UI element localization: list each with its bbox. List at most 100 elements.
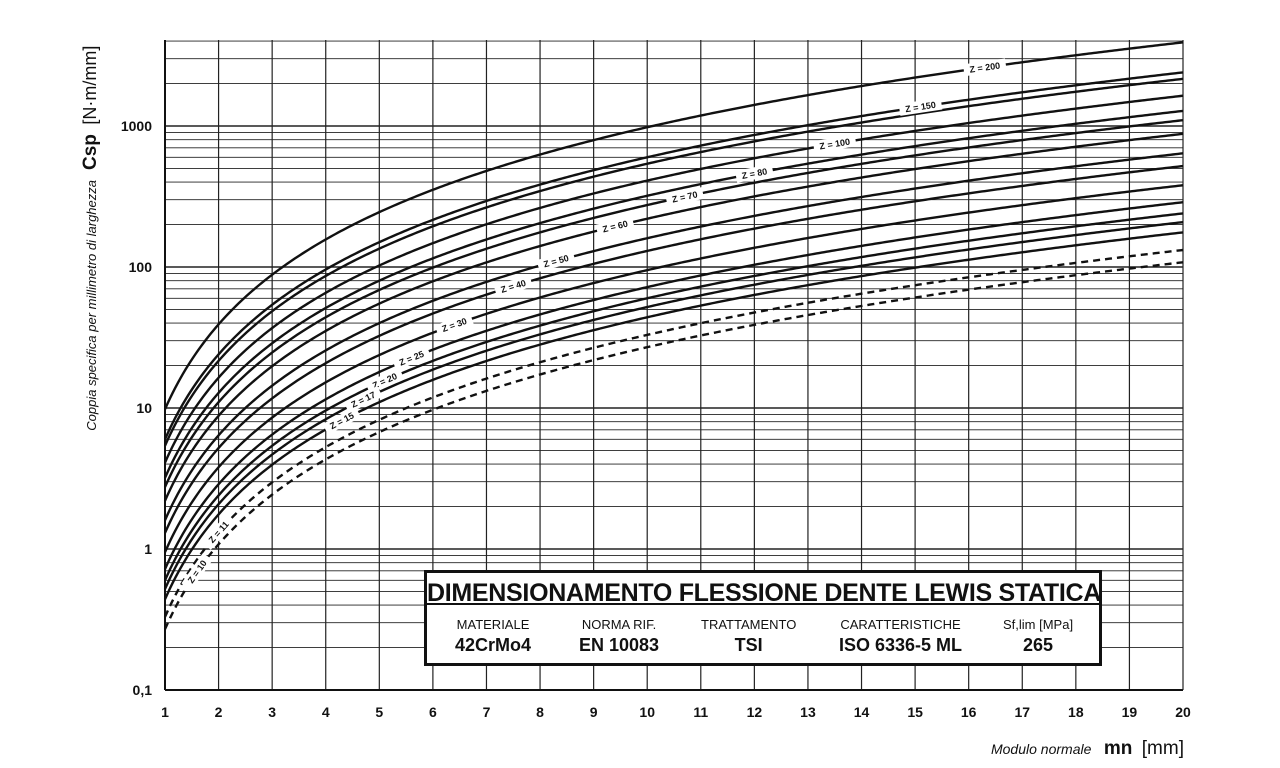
curve-label-bg xyxy=(812,134,857,154)
curve-label: Z = 50 xyxy=(536,250,576,272)
x-tick-label: 18 xyxy=(1068,704,1084,720)
series-line xyxy=(163,41,1184,410)
info-header-sflim: Sf,lim [MPa] xyxy=(1003,617,1074,632)
info-header-standard: NORMA RIF. xyxy=(581,617,657,632)
x-tick-label: 10 xyxy=(639,704,655,720)
curve-label-text: Z = 15 xyxy=(328,410,355,431)
y-tick-label: 1000 xyxy=(121,118,152,134)
x-axis-ticks: 1 2 3 4 5 6 7 8 9 10 11 12 13 14 15 16 17 18 19 20 xyxy=(161,704,1191,720)
x-tick-label: 2 xyxy=(215,704,223,720)
y-tick-label: 100 xyxy=(129,259,153,275)
info-box-title: DIMENSIONAMENTO FLESSIONE DENTE LEWIS ST… xyxy=(427,579,1102,607)
series-line xyxy=(163,132,1184,502)
x-tick-label: 12 xyxy=(747,704,763,720)
info-col-sflim: Sf,lim [MPa] 265 xyxy=(1003,617,1073,656)
x-tick-label: 8 xyxy=(536,704,544,720)
x-axis-title: Modulo normale mn [mm] xyxy=(991,738,1184,759)
curve-label-bg xyxy=(962,58,1007,77)
x-tick-label: 1 xyxy=(161,704,169,720)
y-tick-label: 1 xyxy=(144,541,152,557)
curve-label: Z = 150 xyxy=(898,97,943,116)
series-line xyxy=(163,261,1184,630)
x-tick-label: 17 xyxy=(1014,704,1030,720)
info-value-characteristics: ISO 6336-5 ML xyxy=(839,635,963,655)
curve-label-bg xyxy=(434,312,474,337)
y-axis-title-symbol-group: Csp [N·m/mm] xyxy=(80,46,101,170)
series-line xyxy=(163,184,1184,553)
curve-label-bg xyxy=(343,386,383,413)
info-col-treatment: TRATTAMENTO TSI xyxy=(701,617,796,656)
x-tick-label: 5 xyxy=(375,704,383,720)
curve-label-text: Z = 30 xyxy=(441,316,469,334)
curve-label: Z = 200 xyxy=(962,58,1007,77)
curve-label-text: Z = 80 xyxy=(741,166,768,181)
x-tick-label: 16 xyxy=(961,704,977,720)
spec-info-box: DIMENSIONAMENTO FLESSIONE DENTE LEWIS ST… xyxy=(424,570,1102,666)
curve-label-text: Z = 150 xyxy=(905,100,937,114)
series-line xyxy=(163,201,1184,570)
curve-label: Z = 70 xyxy=(665,187,705,207)
curve-label: Z = 60 xyxy=(595,216,635,237)
series-line xyxy=(163,152,1184,521)
info-header-characteristics: CARATTERISTICHE xyxy=(840,617,961,632)
series-line xyxy=(163,109,1184,479)
curve-label-bg xyxy=(536,250,576,272)
info-header-material: MATERIALE xyxy=(456,617,530,632)
svg-text:Coppia specifica per millimetr: Coppia specifica per millimetro di largh… xyxy=(84,180,99,431)
info-col-characteristics: CARATTERISTICHE ISO 6336-5 ML xyxy=(839,617,962,656)
info-col-material: MATERIALE 42CrMo4 xyxy=(455,617,531,656)
y-axis-unit: [N·m/mm] xyxy=(80,46,100,125)
x-tick-label: 15 xyxy=(907,704,923,720)
y-axis-title: Coppia specifica per millimetro di largh… xyxy=(84,180,99,431)
curve-label-bg xyxy=(595,216,635,237)
curve-label-bg xyxy=(181,552,213,591)
series-line xyxy=(163,71,1184,440)
curve-label-bg xyxy=(201,514,236,550)
chart-curves xyxy=(163,41,1184,630)
curve-label-bg xyxy=(735,164,774,183)
x-tick-label: 3 xyxy=(268,704,276,720)
series-line xyxy=(163,212,1184,581)
info-value-material: 42CrMo4 xyxy=(455,635,532,655)
x-axis-unit: [mm] xyxy=(1142,738,1184,759)
info-header-treatment: TRATTAMENTO xyxy=(701,617,797,632)
curve-label: Z = 80 xyxy=(735,164,774,183)
x-tick-label: 13 xyxy=(800,704,816,720)
info-col-standard: NORMA RIF. EN 10083 xyxy=(579,617,659,656)
curve-label-text: Z = 17 xyxy=(350,390,378,410)
curve-label: Z = 30 xyxy=(434,312,474,337)
curve-label: Z = 100 xyxy=(812,134,857,154)
curve-label-bg xyxy=(898,97,943,116)
svg-text:Csp [N·m/mm]: Csp [N·m/mm] xyxy=(80,46,101,170)
y-axis-title-text: Coppia specifica per millimetro di largh… xyxy=(84,180,99,431)
series-line xyxy=(163,94,1184,464)
x-tick-label: 7 xyxy=(483,704,491,720)
y-tick-label: 0,1 xyxy=(133,682,153,698)
series-line xyxy=(163,220,1184,590)
y-axis-ticks: 0,1 1 10 100 1000 xyxy=(121,118,152,698)
x-tick-label: 20 xyxy=(1175,704,1191,720)
y-tick-label: 10 xyxy=(136,400,152,416)
curve-label-bg xyxy=(665,187,705,207)
series-line xyxy=(163,77,1184,447)
curve-label-bg xyxy=(493,275,533,298)
curve-label: Z = 25 xyxy=(392,345,431,371)
info-value-standard: EN 10083 xyxy=(579,635,660,655)
curve-label-text: Z = 200 xyxy=(969,61,1001,75)
curve-label-bg xyxy=(322,406,362,435)
x-tick-label: 9 xyxy=(590,704,598,720)
x-tick-label: 6 xyxy=(429,704,437,720)
curve-label-bg xyxy=(392,345,431,371)
curve-labels: Z = 200 Z = 150 Z = 100 Z = 80 Z = 70 Z = 60 Z… xyxy=(181,58,1007,591)
series-line xyxy=(163,248,1184,618)
x-axis-symbol: mn xyxy=(1104,738,1133,759)
x-tick-label: 14 xyxy=(854,704,870,720)
x-tick-label: 11 xyxy=(693,704,708,720)
info-value-sflim: 265 xyxy=(1023,635,1054,655)
x-tick-label: 19 xyxy=(1122,704,1138,720)
series-line xyxy=(163,164,1184,534)
info-value-treatment: TSI xyxy=(734,635,763,655)
x-tick-label: 4 xyxy=(322,704,330,720)
x-axis-title-text: Modulo normale xyxy=(991,741,1092,757)
y-axis-symbol: Csp xyxy=(80,134,101,170)
